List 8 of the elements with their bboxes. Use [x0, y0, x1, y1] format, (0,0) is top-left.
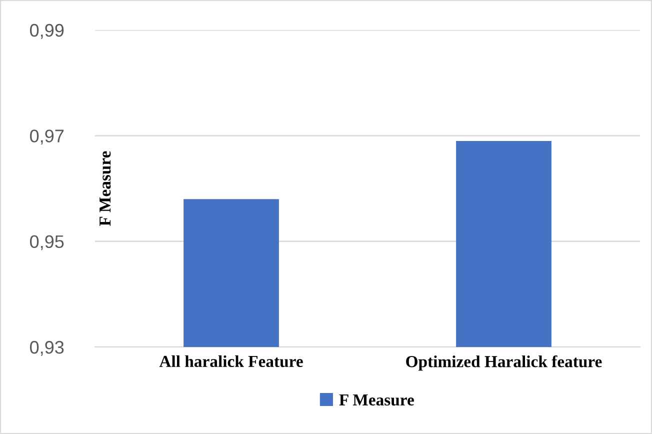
x-tick-label: Optimized Haralick feature — [406, 355, 602, 371]
y-tick-label: 0,99 — [30, 24, 64, 39]
y-tick-label: 0,95 — [30, 235, 64, 250]
y-axis-title: F Measure — [100, 151, 111, 226]
y-tick-label: 0,93 — [30, 340, 64, 356]
y-tick-label: 0,97 — [30, 130, 64, 145]
x-tick-label: All haralick Feature — [159, 355, 303, 368]
legend-label: F Measure — [339, 394, 414, 406]
